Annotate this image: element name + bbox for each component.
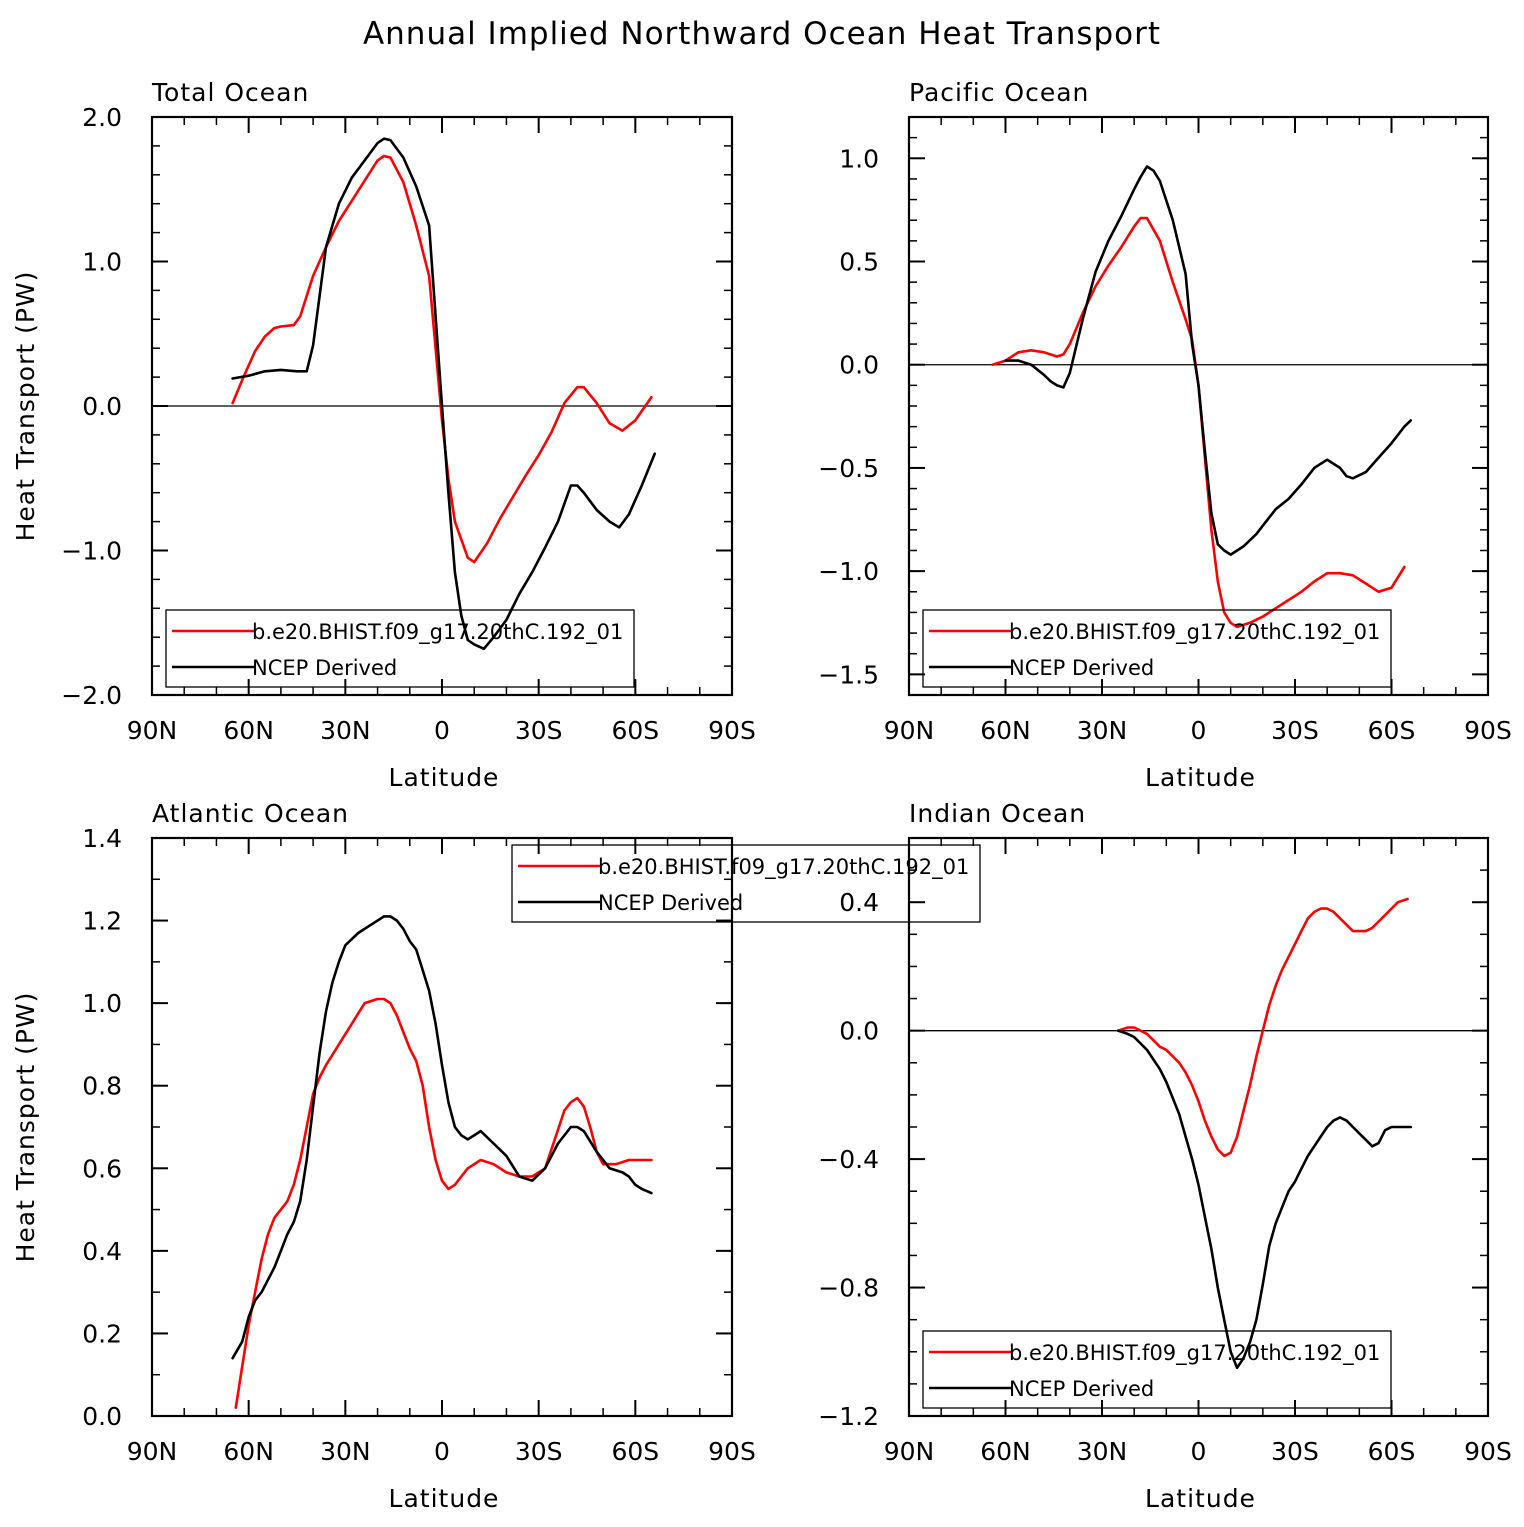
legend-label: NCEP Derived (598, 891, 743, 915)
x-tick-label: 60N (223, 1437, 274, 1466)
panel-title: Pacific Ocean (909, 78, 1089, 107)
panel-1: Pacific Ocean 90N 60N 30N 0 30S 60S 90S −1.5 −1.0… (818, 78, 1512, 792)
x-axis-label: Latitude (1145, 1484, 1256, 1513)
x-tick-label: 90N (884, 716, 935, 745)
x-tick-label: 60S (1368, 716, 1416, 745)
x-tick-label: 90N (127, 1437, 178, 1466)
y-tick-label: 0.0 (839, 351, 879, 380)
panel-title: Indian Ocean (909, 799, 1086, 828)
legend-box (511, 844, 981, 923)
figure-title: Annual Implied Northward Ocean Heat Tran… (363, 16, 1161, 52)
x-tick-label: 60N (980, 716, 1031, 745)
y-tick-label: 1.2 (82, 907, 122, 936)
legend: b.e20.BHIST.f09_g17.20thC.192_01 NCEP Der… (165, 609, 635, 688)
legend: b.e20.BHIST.f09_g17.20thC.192_01 NCEP Der… (922, 609, 1392, 688)
legend-box (922, 609, 1392, 688)
x-tick-label: 90S (708, 1437, 756, 1466)
legend-label: b.e20.BHIST.f09_g17.20thC.192_01 (1009, 1341, 1380, 1366)
panel-2: Atlantic Ocean 90N 60N 30N 0 30S 60S 90S 0.0 0.2 0… (11, 799, 756, 1513)
y-tick-label: 1.4 (82, 824, 122, 853)
panel-0: Total Ocean 90N 60N 30N 0 30S 60S 90S −2.0 −1.0 0.… (11, 78, 756, 792)
y-tick-label: −1.0 (818, 557, 879, 586)
x-tick-label: 0 (434, 1437, 450, 1466)
legend-box (922, 1330, 1392, 1409)
series-line-model (231, 154, 653, 564)
y-tick-label: 0.0 (82, 1402, 122, 1431)
x-tick-label: 30S (515, 1437, 563, 1466)
x-axis-label: Latitude (1145, 763, 1256, 792)
legend-label: NCEP Derived (252, 656, 397, 680)
x-tick-label: 30S (515, 716, 563, 745)
series-line-ncep (1004, 165, 1413, 556)
legend: b.e20.BHIST.f09_g17.20thC.192_01 NCEP Der… (922, 1330, 1392, 1409)
legend-label: b.e20.BHIST.f09_g17.20thC.192_01 (598, 855, 969, 880)
y-tick-label: −0.5 (818, 454, 879, 483)
y-tick-label: −1.0 (61, 537, 122, 566)
y-axis-label: Heat Transport (PW) (11, 271, 40, 542)
legend-box (165, 609, 635, 688)
x-tick-label: 90N (127, 716, 178, 745)
x-tick-label: 90N (884, 1437, 935, 1466)
series-line-ncep (231, 137, 657, 651)
x-tick-label: 30N (1077, 716, 1128, 745)
x-tick-label: 0 (434, 716, 450, 745)
x-tick-label: 30N (320, 1437, 371, 1466)
x-tick-label: 60N (223, 716, 274, 745)
y-tick-label: 1.0 (839, 144, 879, 173)
x-tick-label: 0 (1191, 716, 1207, 745)
panel-title: Total Ocean (151, 78, 309, 107)
panel-title: Atlantic Ocean (152, 799, 349, 828)
y-tick-label: 0.4 (82, 1237, 122, 1266)
y-tick-label: −0.4 (818, 1145, 879, 1174)
legend-label: b.e20.BHIST.f09_g17.20thC.192_01 (252, 620, 623, 645)
y-tick-label: 0.5 (839, 248, 879, 277)
plot-frame (150, 836, 734, 1418)
y-tick-label: 2.0 (82, 103, 122, 132)
y-tick-label: −0.8 (818, 1274, 879, 1303)
x-axis-label: Latitude (389, 1484, 500, 1513)
x-tick-label: 90S (1464, 716, 1512, 745)
series-line-model (991, 216, 1406, 629)
y-tick-label: 0.2 (82, 1319, 122, 1348)
x-tick-label: 60S (1368, 1437, 1416, 1466)
x-tick-label: 90S (1464, 1437, 1512, 1466)
y-tick-label: −2.0 (61, 681, 122, 710)
panel-3: Indian Ocean 90N 60N 30N 0 30S 60S 90S −1.2 −0.8 −… (818, 799, 1512, 1513)
x-tick-label: 30S (1271, 1437, 1319, 1466)
legend-label: NCEP Derived (1009, 656, 1154, 680)
legend-label: NCEP Derived (1009, 1377, 1154, 1401)
x-tick-label: 30N (320, 716, 371, 745)
x-axis-label: Latitude (389, 763, 500, 792)
y-tick-label: −1.5 (818, 660, 879, 689)
y-tick-label: 1.0 (82, 989, 122, 1018)
x-tick-label: 30S (1271, 716, 1319, 745)
plot-frame (907, 115, 1490, 697)
y-tick-label: 0.0 (82, 392, 122, 421)
x-tick-label: 60N (980, 1437, 1031, 1466)
legend-label: b.e20.BHIST.f09_g17.20thC.192_01 (1009, 620, 1380, 645)
y-axis-label: Heat Transport (PW) (11, 992, 40, 1263)
series-line-ncep (231, 915, 653, 1360)
legend: b.e20.BHIST.f09_g17.20thC.192_01 NCEP Der… (511, 844, 981, 923)
x-tick-label: 0 (1191, 1437, 1207, 1466)
y-tick-label: 0.8 (82, 1072, 122, 1101)
series-line-model (1116, 897, 1409, 1158)
y-tick-label: 1.0 (82, 248, 122, 277)
y-tick-label: −1.2 (818, 1402, 879, 1431)
y-tick-label: 0.6 (82, 1154, 122, 1183)
y-tick-label: 0.4 (839, 888, 879, 917)
series-line-ncep (1116, 1029, 1413, 1370)
x-tick-label: 60S (611, 1437, 659, 1466)
series-line-model (234, 997, 653, 1409)
y-tick-label: 0.0 (839, 1017, 879, 1046)
x-tick-label: 30N (1077, 1437, 1128, 1466)
x-tick-label: 60S (611, 716, 659, 745)
x-tick-label: 90S (708, 716, 756, 745)
